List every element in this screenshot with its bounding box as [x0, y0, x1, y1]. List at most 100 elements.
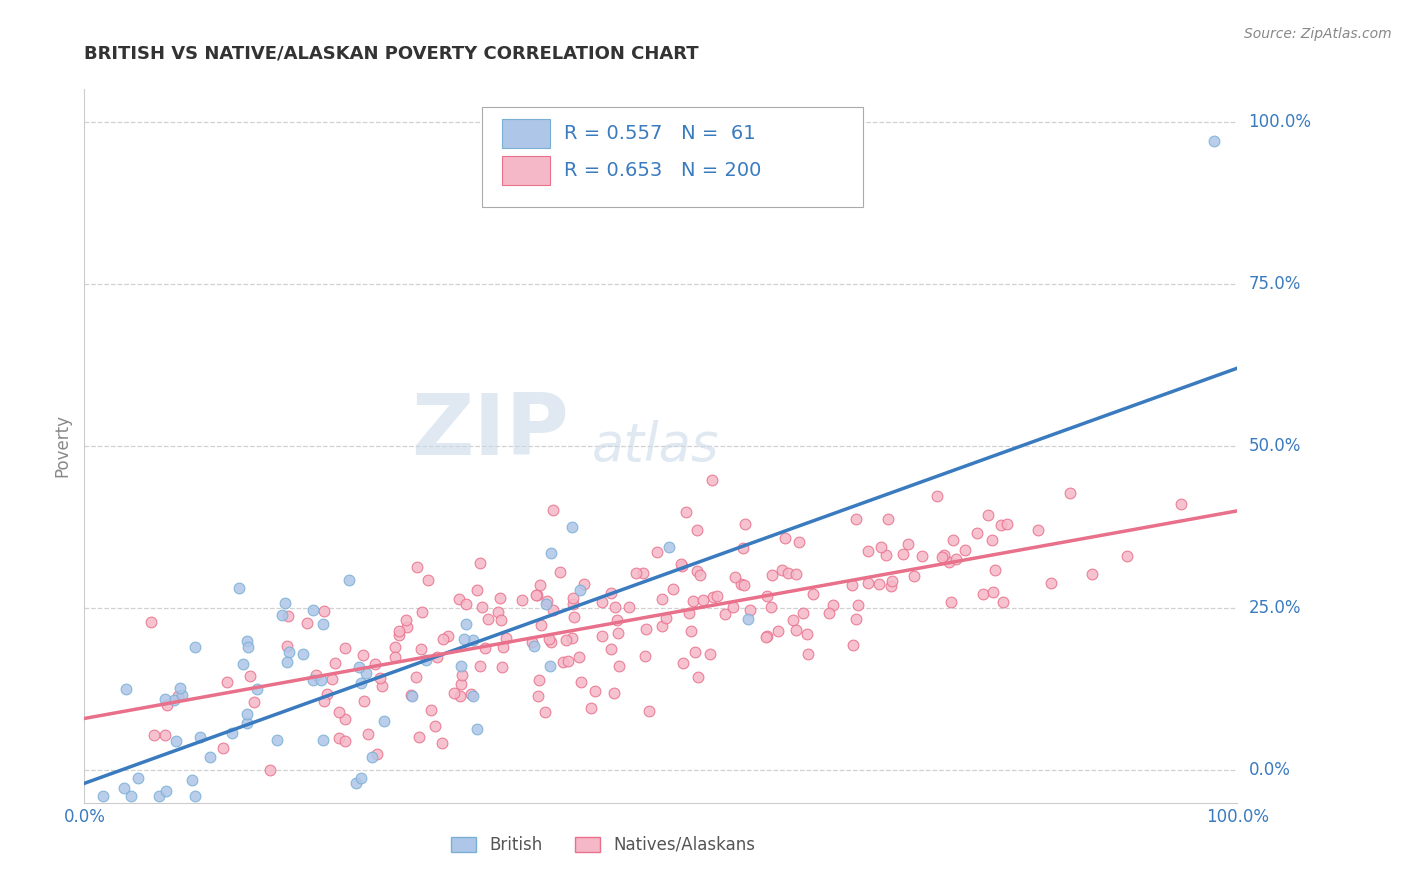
Point — [562, 591, 585, 605]
Point — [692, 593, 714, 607]
Point — [638, 704, 661, 718]
Bar — [502, 156, 550, 185]
Point — [796, 627, 818, 641]
Point — [167, 690, 190, 704]
FancyBboxPatch shape — [482, 107, 863, 207]
Point — [538, 658, 561, 673]
Text: 50.0%: 50.0% — [1249, 437, 1301, 455]
Point — [796, 647, 818, 661]
Point — [801, 587, 824, 601]
Point — [537, 632, 560, 646]
Point — [470, 659, 492, 673]
Point — [181, 772, 204, 787]
Point — [278, 645, 301, 659]
Point — [557, 654, 579, 668]
Point — [406, 559, 429, 574]
Point — [115, 681, 138, 696]
Point — [706, 589, 728, 603]
Point — [239, 669, 262, 683]
Text: BRITISH VS NATIVE/ALASKAN POVERTY CORRELATION CHART: BRITISH VS NATIVE/ALASKAN POVERTY CORREL… — [84, 45, 699, 62]
Point — [323, 657, 346, 671]
Point — [371, 679, 394, 693]
Point — [242, 695, 264, 709]
Point — [309, 673, 332, 687]
Point — [561, 520, 583, 534]
Text: R = 0.653   N = 200: R = 0.653 N = 200 — [564, 161, 762, 180]
Point — [357, 727, 380, 741]
Point — [700, 474, 723, 488]
Point — [373, 714, 395, 728]
Point — [880, 574, 903, 588]
Point — [153, 728, 176, 742]
Point — [938, 555, 960, 569]
Point — [723, 600, 745, 615]
Point — [785, 623, 807, 637]
Point — [1026, 523, 1049, 537]
Point — [591, 595, 613, 609]
Point — [245, 682, 267, 697]
Point — [405, 670, 427, 684]
Point — [527, 673, 550, 687]
Point — [477, 611, 499, 625]
Point — [489, 613, 512, 627]
Point — [212, 741, 235, 756]
Point — [591, 629, 613, 643]
Point — [471, 599, 494, 614]
Point — [228, 581, 250, 595]
Point — [869, 540, 891, 554]
Point — [153, 692, 176, 706]
Point — [714, 607, 737, 621]
Point — [148, 789, 170, 804]
Point — [312, 733, 335, 747]
Point — [523, 639, 546, 653]
Point — [683, 645, 706, 659]
Text: Source: ZipAtlas.com: Source: ZipAtlas.com — [1244, 27, 1392, 41]
Point — [426, 650, 449, 665]
Point — [792, 606, 814, 620]
Point — [217, 675, 239, 690]
Point — [925, 489, 948, 503]
Point — [966, 526, 988, 541]
Point — [460, 687, 482, 701]
Point — [875, 549, 897, 563]
Point — [536, 594, 558, 608]
Point — [569, 674, 592, 689]
Point — [911, 549, 934, 563]
Point — [984, 563, 1007, 577]
Point — [845, 512, 868, 526]
Point — [350, 771, 373, 785]
Text: atlas: atlas — [592, 420, 718, 472]
Point — [352, 648, 374, 663]
Point — [702, 590, 724, 604]
Point — [415, 653, 437, 667]
Point — [931, 549, 953, 564]
Point — [645, 544, 668, 558]
Point — [276, 640, 298, 654]
Point — [524, 588, 547, 602]
Point — [688, 670, 710, 684]
Bar — [502, 120, 550, 148]
Point — [1116, 549, 1139, 563]
Point — [328, 705, 350, 719]
Point — [675, 505, 697, 519]
Point — [846, 599, 869, 613]
Point — [350, 675, 373, 690]
Point — [932, 549, 955, 563]
Point — [540, 635, 562, 649]
Point — [841, 578, 863, 592]
Point — [495, 631, 517, 645]
Point — [787, 535, 810, 549]
Point — [669, 558, 692, 572]
Point — [236, 707, 259, 722]
Point — [600, 586, 623, 600]
Point — [526, 588, 548, 602]
Point — [603, 686, 626, 700]
Point — [200, 750, 222, 764]
Point — [188, 730, 211, 744]
Point — [607, 626, 630, 640]
Point — [842, 639, 865, 653]
Point — [561, 597, 583, 611]
Point — [276, 655, 298, 669]
Point — [142, 728, 165, 742]
Point — [699, 648, 721, 662]
